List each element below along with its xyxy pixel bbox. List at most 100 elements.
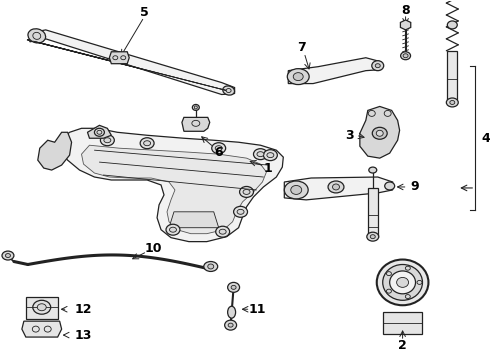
Ellipse shape: [372, 127, 387, 139]
Bar: [447, 51, 457, 100]
Ellipse shape: [377, 260, 428, 305]
Ellipse shape: [264, 150, 277, 161]
Ellipse shape: [228, 323, 233, 327]
Ellipse shape: [372, 61, 384, 71]
Ellipse shape: [231, 285, 236, 289]
Ellipse shape: [267, 153, 274, 158]
Ellipse shape: [405, 294, 410, 298]
Ellipse shape: [104, 138, 111, 143]
Bar: [383, 312, 422, 334]
Ellipse shape: [121, 56, 126, 60]
Ellipse shape: [446, 98, 458, 107]
Ellipse shape: [216, 226, 230, 237]
Ellipse shape: [234, 206, 247, 217]
Ellipse shape: [396, 278, 409, 287]
Ellipse shape: [100, 135, 114, 146]
Polygon shape: [284, 177, 392, 200]
Text: 10: 10: [145, 242, 162, 255]
Polygon shape: [81, 145, 267, 234]
Ellipse shape: [212, 143, 226, 154]
Ellipse shape: [403, 54, 408, 58]
Ellipse shape: [284, 181, 308, 199]
Polygon shape: [22, 321, 62, 337]
Text: 9: 9: [410, 180, 419, 193]
Ellipse shape: [369, 167, 377, 173]
Polygon shape: [88, 125, 111, 138]
Text: 13: 13: [74, 329, 92, 342]
Ellipse shape: [97, 130, 102, 134]
Ellipse shape: [226, 89, 231, 93]
Ellipse shape: [219, 229, 226, 234]
Ellipse shape: [328, 181, 344, 193]
Ellipse shape: [417, 280, 422, 284]
Ellipse shape: [243, 189, 250, 194]
Ellipse shape: [37, 304, 46, 311]
Ellipse shape: [144, 141, 150, 146]
Ellipse shape: [193, 104, 199, 111]
Ellipse shape: [215, 146, 222, 151]
Text: 8: 8: [401, 4, 410, 17]
Ellipse shape: [257, 152, 264, 157]
Ellipse shape: [401, 52, 411, 60]
Ellipse shape: [405, 266, 410, 270]
Ellipse shape: [367, 232, 379, 241]
Text: 4: 4: [481, 132, 490, 145]
Ellipse shape: [113, 56, 118, 60]
Ellipse shape: [387, 272, 392, 276]
Ellipse shape: [385, 182, 394, 190]
Polygon shape: [360, 107, 400, 158]
Text: 5: 5: [140, 6, 148, 19]
Ellipse shape: [237, 209, 244, 214]
Ellipse shape: [333, 184, 340, 190]
Ellipse shape: [228, 306, 236, 318]
Ellipse shape: [287, 69, 309, 85]
Bar: [368, 188, 378, 237]
Ellipse shape: [383, 265, 422, 300]
Ellipse shape: [33, 300, 50, 314]
Polygon shape: [288, 58, 381, 84]
Ellipse shape: [291, 185, 302, 194]
Polygon shape: [30, 30, 235, 95]
Ellipse shape: [387, 289, 392, 293]
Ellipse shape: [223, 86, 235, 95]
Ellipse shape: [390, 271, 416, 294]
Ellipse shape: [208, 264, 214, 269]
Ellipse shape: [2, 251, 14, 260]
Ellipse shape: [166, 224, 180, 235]
Ellipse shape: [28, 29, 46, 43]
Ellipse shape: [370, 235, 375, 239]
Text: 11: 11: [249, 303, 266, 316]
Ellipse shape: [253, 149, 268, 159]
Polygon shape: [109, 52, 129, 64]
Ellipse shape: [195, 106, 197, 109]
Ellipse shape: [204, 261, 218, 271]
Ellipse shape: [375, 64, 380, 68]
Polygon shape: [182, 117, 210, 131]
Text: 7: 7: [297, 41, 306, 54]
Ellipse shape: [240, 186, 253, 197]
Text: 3: 3: [345, 129, 354, 142]
Polygon shape: [58, 128, 283, 242]
Ellipse shape: [33, 32, 41, 39]
Ellipse shape: [450, 100, 455, 104]
Ellipse shape: [5, 253, 10, 257]
Ellipse shape: [293, 73, 303, 81]
Ellipse shape: [384, 111, 391, 116]
Text: 6: 6: [215, 146, 223, 159]
Ellipse shape: [224, 320, 237, 330]
Ellipse shape: [170, 227, 176, 232]
Polygon shape: [38, 132, 72, 170]
Ellipse shape: [140, 138, 154, 149]
Text: 2: 2: [398, 338, 407, 351]
Text: 1: 1: [264, 162, 273, 175]
Ellipse shape: [228, 282, 240, 292]
Polygon shape: [27, 40, 230, 91]
Ellipse shape: [376, 130, 383, 136]
Polygon shape: [400, 20, 411, 30]
Polygon shape: [169, 212, 219, 228]
Ellipse shape: [368, 111, 375, 116]
Ellipse shape: [447, 21, 457, 29]
Bar: [26, 297, 58, 319]
Text: 12: 12: [74, 303, 92, 316]
Ellipse shape: [95, 128, 104, 136]
